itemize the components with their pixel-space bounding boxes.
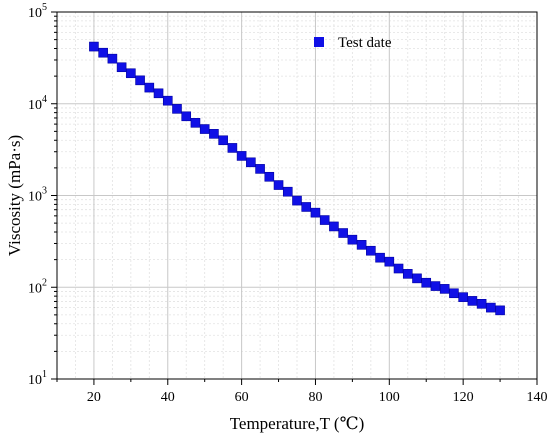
data-point [402, 269, 413, 279]
data-point [338, 228, 348, 238]
y-tick-label: 105 [28, 2, 47, 21]
x-tick-label: 40 [161, 390, 175, 405]
x-tick-label: 80 [308, 390, 322, 405]
legend: Test date [314, 35, 392, 51]
data-point [310, 207, 321, 218]
axis-ticks [51, 11, 538, 385]
data-point [255, 164, 265, 174]
y-tick-label: 102 [28, 277, 47, 296]
data-point [190, 117, 201, 128]
data-point [98, 47, 108, 58]
data-point [356, 240, 367, 250]
data-point [273, 180, 284, 190]
y-tick-label: 101 [28, 369, 47, 388]
data-point [458, 292, 468, 302]
data-point [116, 62, 127, 73]
data-point [384, 256, 395, 267]
data-point [329, 221, 339, 232]
data-point [292, 195, 302, 206]
data-point [476, 299, 487, 309]
data-point [449, 288, 459, 299]
data-point [199, 124, 210, 134]
data-point [412, 273, 422, 284]
data-point [153, 88, 164, 99]
data-point [246, 157, 256, 168]
data-point [393, 263, 404, 274]
x-axis-title: Temperature,T (℃) [230, 414, 365, 433]
data-markers [89, 41, 505, 316]
data-point [236, 151, 247, 161]
data-point [282, 186, 293, 197]
data-point [227, 143, 238, 153]
data-point [218, 135, 228, 146]
data-point [126, 68, 136, 79]
data-point [439, 284, 450, 294]
data-point [264, 171, 275, 182]
x-tick-label: 20 [87, 390, 101, 405]
data-point [430, 281, 441, 291]
data-point [209, 129, 219, 139]
data-point [366, 245, 376, 256]
data-point [495, 305, 505, 316]
data-point [172, 104, 182, 114]
x-tick-label: 140 [527, 390, 548, 405]
data-point [347, 234, 358, 245]
data-point [486, 302, 496, 313]
legend-marker [314, 37, 324, 47]
legend-label-test-date: Test date [338, 35, 392, 51]
data-point [162, 95, 173, 106]
data-point [89, 41, 99, 52]
data-point [301, 202, 312, 212]
data-point [319, 215, 330, 225]
data-point [421, 277, 432, 288]
tick-labels: 20 40 60 80 100 120 140 101 102 103 104 105 [28, 2, 548, 405]
y-tick-label: 103 [28, 186, 47, 205]
data-point [181, 111, 192, 122]
x-tick-label: 60 [235, 390, 249, 405]
data-point [107, 53, 118, 64]
y-axis-title: Viscosity (mPa·s) [5, 135, 24, 256]
y-tick-label: 104 [28, 94, 47, 113]
data-point [135, 75, 145, 86]
data-point [467, 296, 478, 306]
grid-lines [57, 11, 537, 380]
data-point [144, 82, 155, 93]
x-tick-label: 100 [379, 390, 400, 405]
x-tick-label: 120 [453, 390, 474, 405]
data-point [375, 252, 385, 263]
